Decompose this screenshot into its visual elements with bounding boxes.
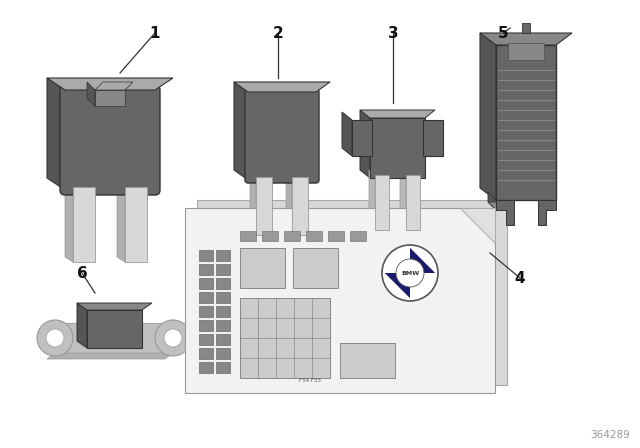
Bar	[199, 250, 213, 261]
Circle shape	[164, 329, 182, 347]
Bar	[199, 278, 213, 289]
Bar	[240, 248, 285, 288]
Polygon shape	[117, 182, 125, 262]
Polygon shape	[47, 78, 65, 190]
Polygon shape	[185, 208, 495, 393]
Polygon shape	[480, 33, 496, 200]
Bar	[496, 45, 556, 200]
Bar	[256, 177, 272, 235]
Bar	[199, 264, 213, 275]
Bar	[508, 43, 544, 60]
Polygon shape	[488, 192, 496, 210]
Bar	[55, 323, 173, 353]
Polygon shape	[369, 170, 375, 230]
Polygon shape	[65, 182, 73, 262]
Bar	[125, 187, 147, 262]
Circle shape	[382, 245, 438, 301]
Bar	[216, 348, 230, 359]
Text: 4: 4	[515, 271, 525, 285]
Bar	[216, 362, 230, 373]
Text: 1: 1	[150, 26, 160, 40]
Polygon shape	[400, 170, 406, 230]
Text: 6: 6	[77, 266, 88, 280]
Bar	[73, 187, 95, 262]
Bar	[328, 231, 344, 241]
Polygon shape	[385, 273, 410, 298]
Bar	[375, 175, 389, 230]
Polygon shape	[234, 82, 330, 92]
Bar	[240, 298, 330, 378]
Bar	[216, 320, 230, 331]
Bar	[350, 231, 366, 241]
Polygon shape	[197, 200, 507, 385]
Bar	[199, 320, 213, 331]
Polygon shape	[496, 200, 514, 225]
Polygon shape	[460, 208, 495, 243]
Polygon shape	[77, 303, 152, 310]
Polygon shape	[538, 200, 556, 225]
Bar	[340, 343, 395, 378]
Polygon shape	[286, 173, 292, 235]
Bar	[292, 177, 308, 235]
Polygon shape	[385, 248, 410, 273]
Polygon shape	[87, 82, 95, 106]
Polygon shape	[360, 110, 435, 118]
FancyBboxPatch shape	[60, 85, 160, 195]
FancyBboxPatch shape	[245, 89, 319, 183]
Text: 5: 5	[498, 26, 508, 40]
Circle shape	[396, 259, 424, 287]
Polygon shape	[480, 33, 572, 45]
Bar	[216, 264, 230, 275]
Bar	[199, 292, 213, 303]
Polygon shape	[410, 248, 435, 273]
Circle shape	[155, 320, 191, 356]
Polygon shape	[95, 90, 125, 106]
Bar	[370, 118, 425, 178]
Bar	[216, 334, 230, 345]
Bar	[352, 120, 372, 156]
Bar	[199, 348, 213, 359]
Bar	[199, 362, 213, 373]
Bar	[199, 334, 213, 345]
Polygon shape	[342, 112, 352, 156]
Bar	[216, 292, 230, 303]
Polygon shape	[250, 173, 256, 235]
Bar	[522, 23, 530, 33]
Bar	[262, 231, 278, 241]
Bar	[406, 175, 420, 230]
Bar	[216, 306, 230, 317]
Text: F54 F55: F54 F55	[299, 378, 321, 383]
Bar	[423, 120, 443, 156]
Bar	[87, 310, 142, 348]
Polygon shape	[360, 110, 370, 178]
Bar	[284, 231, 300, 241]
Polygon shape	[47, 78, 173, 90]
Polygon shape	[47, 353, 173, 359]
Circle shape	[46, 329, 64, 347]
Bar	[216, 250, 230, 261]
Text: 364289: 364289	[590, 430, 630, 440]
Text: 2: 2	[273, 26, 284, 40]
Text: BMW: BMW	[401, 271, 419, 276]
Circle shape	[37, 320, 73, 356]
Polygon shape	[77, 303, 87, 348]
Bar	[306, 231, 322, 241]
Polygon shape	[95, 82, 133, 90]
Bar	[216, 278, 230, 289]
Polygon shape	[410, 273, 435, 298]
Bar	[199, 306, 213, 317]
Bar	[240, 231, 256, 241]
Text: 3: 3	[388, 26, 398, 40]
Polygon shape	[488, 202, 506, 210]
Bar	[293, 248, 338, 288]
Polygon shape	[234, 82, 248, 180]
